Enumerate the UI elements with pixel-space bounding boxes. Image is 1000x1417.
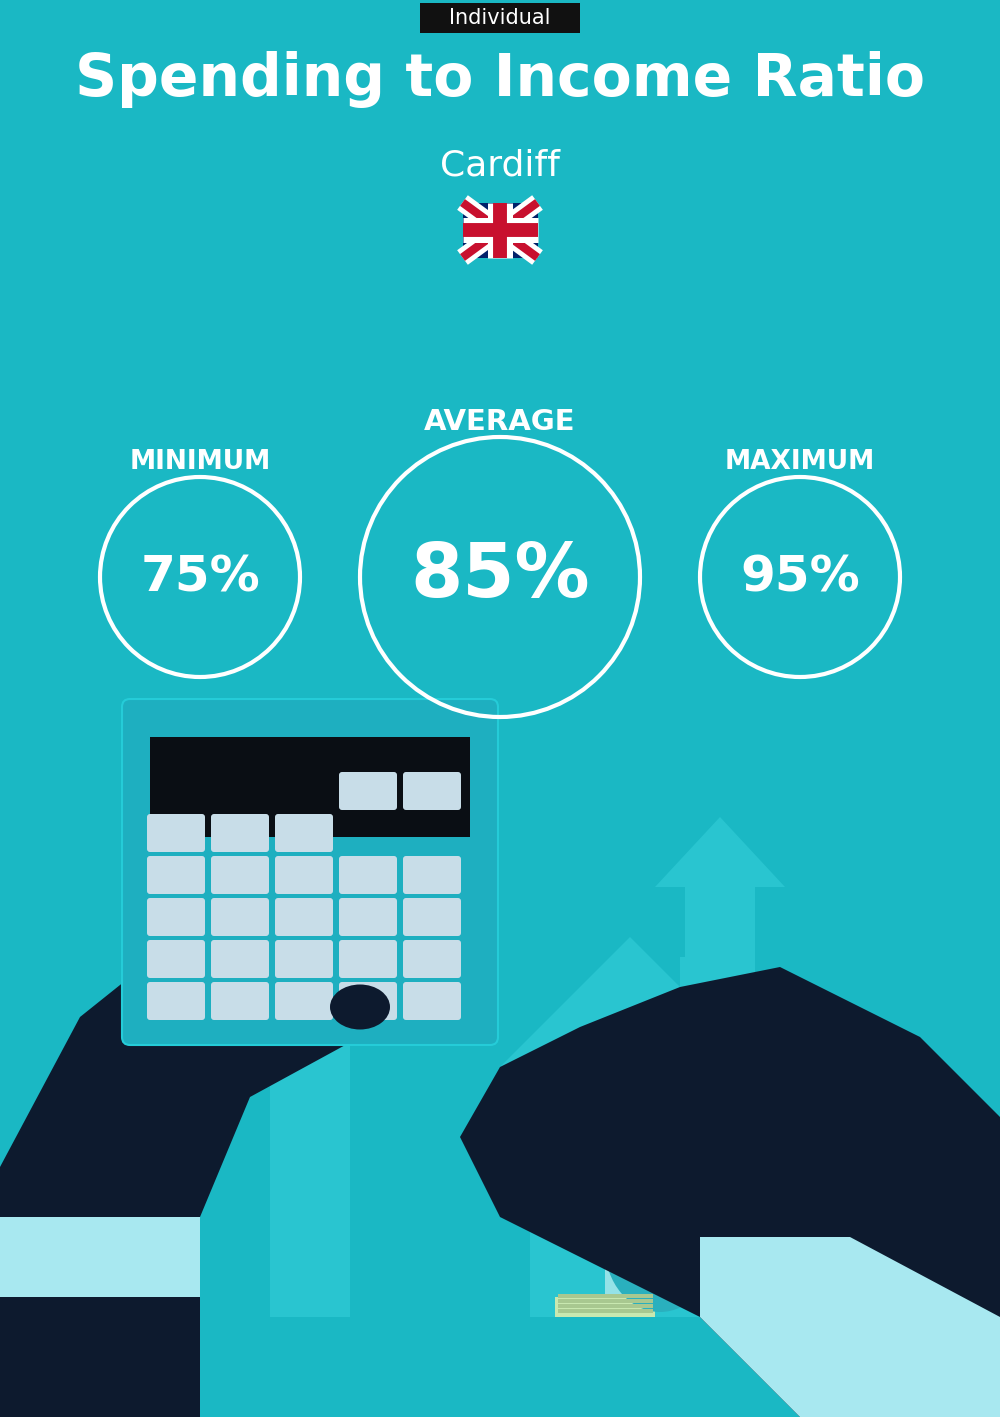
Polygon shape (0, 897, 370, 1417)
Text: 75%: 75% (140, 553, 260, 601)
FancyBboxPatch shape (403, 982, 461, 1020)
Text: Cardiff: Cardiff (440, 147, 560, 181)
FancyBboxPatch shape (147, 856, 205, 894)
Polygon shape (0, 1217, 200, 1297)
FancyBboxPatch shape (555, 1297, 655, 1316)
Polygon shape (530, 1067, 730, 1316)
Text: Spending to Income Ratio: Spending to Income Ratio (75, 51, 925, 109)
Text: MAXIMUM: MAXIMUM (725, 449, 875, 475)
FancyBboxPatch shape (339, 898, 397, 937)
FancyBboxPatch shape (605, 1227, 645, 1316)
FancyBboxPatch shape (150, 737, 470, 837)
Text: 95%: 95% (740, 553, 860, 601)
FancyBboxPatch shape (275, 898, 333, 937)
Polygon shape (655, 818, 785, 887)
Ellipse shape (646, 1179, 674, 1195)
FancyBboxPatch shape (275, 813, 333, 852)
FancyBboxPatch shape (147, 813, 205, 852)
FancyBboxPatch shape (339, 982, 397, 1020)
FancyBboxPatch shape (403, 856, 461, 894)
FancyBboxPatch shape (339, 856, 397, 894)
FancyBboxPatch shape (211, 939, 269, 978)
Ellipse shape (605, 1182, 715, 1312)
FancyBboxPatch shape (558, 1294, 653, 1298)
FancyBboxPatch shape (680, 956, 705, 1017)
FancyBboxPatch shape (275, 856, 333, 894)
Ellipse shape (772, 1179, 808, 1195)
Polygon shape (500, 937, 760, 1067)
FancyBboxPatch shape (339, 939, 397, 978)
Text: MINIMUM: MINIMUM (129, 449, 271, 475)
Text: $: $ (649, 1233, 671, 1261)
FancyBboxPatch shape (122, 699, 498, 1044)
FancyBboxPatch shape (403, 939, 461, 978)
Polygon shape (685, 887, 755, 1316)
FancyBboxPatch shape (403, 772, 461, 811)
FancyBboxPatch shape (211, 898, 269, 937)
FancyBboxPatch shape (147, 939, 205, 978)
FancyBboxPatch shape (275, 982, 333, 1020)
FancyBboxPatch shape (275, 939, 333, 978)
FancyBboxPatch shape (403, 898, 461, 937)
Text: 85%: 85% (410, 540, 590, 614)
FancyBboxPatch shape (147, 898, 205, 937)
Polygon shape (700, 1237, 1000, 1417)
Polygon shape (270, 837, 350, 1316)
Polygon shape (460, 966, 1000, 1417)
Polygon shape (280, 877, 340, 927)
FancyBboxPatch shape (211, 982, 269, 1020)
Text: AVERAGE: AVERAGE (424, 408, 576, 436)
FancyBboxPatch shape (558, 1309, 653, 1314)
FancyBboxPatch shape (147, 982, 205, 1020)
FancyBboxPatch shape (211, 856, 269, 894)
FancyBboxPatch shape (462, 203, 538, 258)
FancyBboxPatch shape (211, 813, 269, 852)
Text: $: $ (776, 1246, 804, 1288)
FancyBboxPatch shape (420, 3, 580, 33)
Text: Individual: Individual (449, 9, 551, 28)
FancyBboxPatch shape (558, 1299, 653, 1304)
Polygon shape (235, 757, 385, 837)
Ellipse shape (330, 985, 390, 1030)
FancyBboxPatch shape (558, 1304, 653, 1308)
FancyBboxPatch shape (339, 772, 397, 811)
Ellipse shape (720, 1182, 860, 1352)
